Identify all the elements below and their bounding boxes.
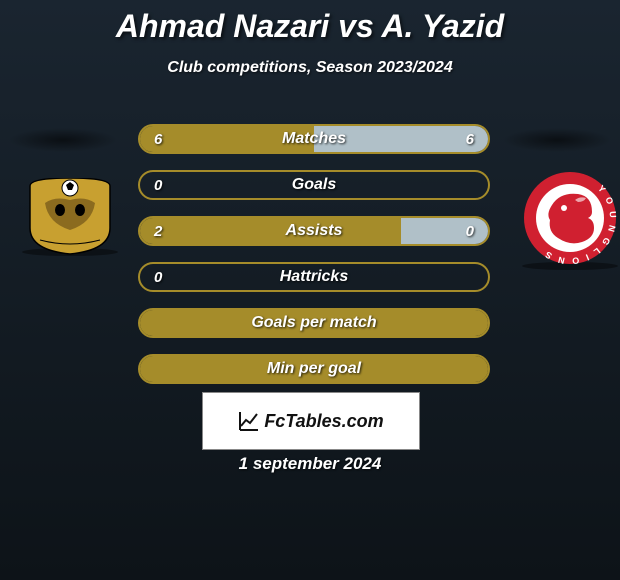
stat-row: Min per goal <box>138 354 490 384</box>
stat-row: Hattricks0 <box>138 262 490 292</box>
stat-row: Goals per match <box>138 308 490 338</box>
stat-label: Hattricks <box>140 264 488 290</box>
stat-row: Goals0 <box>138 170 490 200</box>
player-shadow-right <box>502 128 612 152</box>
page-title: Ahmad Nazari vs A. Yazid <box>0 0 620 45</box>
stat-value-left: 0 <box>154 264 162 290</box>
stat-row: Assists2 0 <box>138 216 490 246</box>
stat-value-left: 6 <box>154 126 162 152</box>
stat-label: Goals per match <box>140 310 488 336</box>
stat-value-left: 2 <box>154 218 162 244</box>
club-crest-left <box>20 178 120 256</box>
stat-row: Matches6 6 <box>138 124 490 154</box>
watermark-text: FcTables.com <box>264 411 383 432</box>
stat-value-left: 0 <box>154 172 162 198</box>
chart-icon <box>238 410 260 432</box>
subtitle: Club competitions, Season 2023/2024 <box>0 59 620 77</box>
stat-value-right: 0 <box>466 218 474 244</box>
stat-bars: Matches66Goals0Assists20Hattricks0Goals … <box>138 124 490 400</box>
date-text: 1 september 2024 <box>0 454 620 474</box>
watermark-badge: FcTables.com <box>202 392 420 450</box>
stat-label: Assists <box>140 218 488 244</box>
stat-label: Min per goal <box>140 356 488 382</box>
player-shadow-left <box>8 128 118 152</box>
club-crest-right: Y O U N G L I O N S <box>520 170 620 270</box>
stat-label: Goals <box>140 172 488 198</box>
stat-value-right: 6 <box>466 126 474 152</box>
stat-label: Matches <box>140 126 488 152</box>
